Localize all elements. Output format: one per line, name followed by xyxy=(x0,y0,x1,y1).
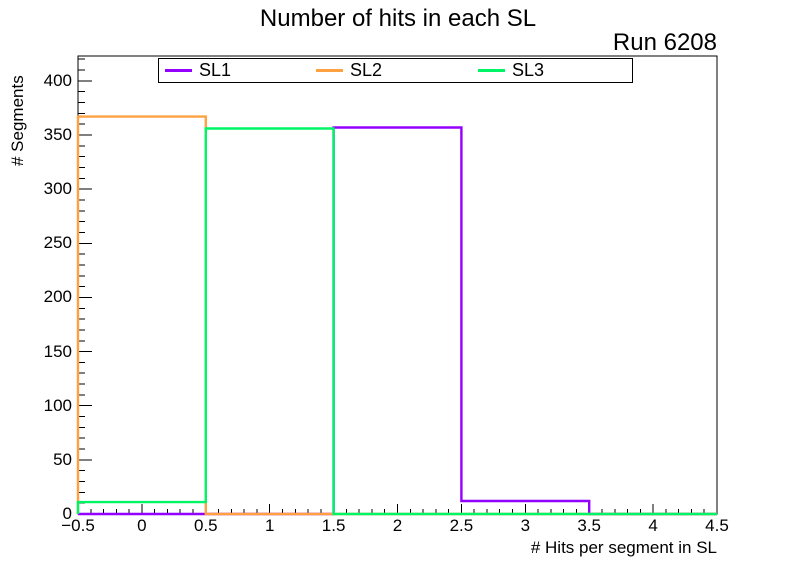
legend-label: SL1 xyxy=(199,60,232,80)
legend-line-sample xyxy=(316,69,343,72)
legend-label: SL2 xyxy=(350,60,383,80)
plot-frame xyxy=(77,55,718,515)
x-tick-label: 1 xyxy=(264,516,275,535)
run-annotation: Run 6208 xyxy=(612,29,717,56)
y-tick-label: 50 xyxy=(53,449,72,469)
chart-title: Number of hits in each SL xyxy=(259,5,537,32)
x-tick-label: −0.5 xyxy=(61,516,95,535)
y-tick-label: 300 xyxy=(43,179,72,199)
legend-line-sample xyxy=(165,69,192,72)
y-tick-label: 250 xyxy=(43,233,72,253)
series-SL2-line xyxy=(76,115,717,516)
y-tick-label: 350 xyxy=(43,125,72,145)
x-tick-label: 3.5 xyxy=(577,516,601,535)
legend: SL1 SL2 SL3 xyxy=(158,58,633,83)
x-tick-label: 0.5 xyxy=(193,516,218,535)
x-tick-label: 2.5 xyxy=(449,516,474,535)
x-axis-title: # Hits per segment in SL xyxy=(530,538,717,557)
y-tick-label: 0 xyxy=(62,504,72,523)
y-tick-label: 400 xyxy=(43,70,72,90)
x-tick-label: 1.5 xyxy=(321,516,346,535)
x-tick-label: 4 xyxy=(648,516,658,535)
series-SL3-line xyxy=(76,127,717,516)
y-tick-label: 150 xyxy=(43,341,72,361)
y-tick-label: 200 xyxy=(43,287,72,307)
x-tick-label: 0 xyxy=(137,516,147,535)
x-tick-label: 3 xyxy=(520,516,531,535)
series-SL1-line xyxy=(78,126,717,516)
x-tick-label: 4.5 xyxy=(705,516,729,535)
y-tick-label: 100 xyxy=(43,395,72,415)
legend-label: SL3 xyxy=(512,60,545,80)
x-tick-label: 2 xyxy=(392,516,403,535)
legend-line-sample xyxy=(478,69,505,72)
